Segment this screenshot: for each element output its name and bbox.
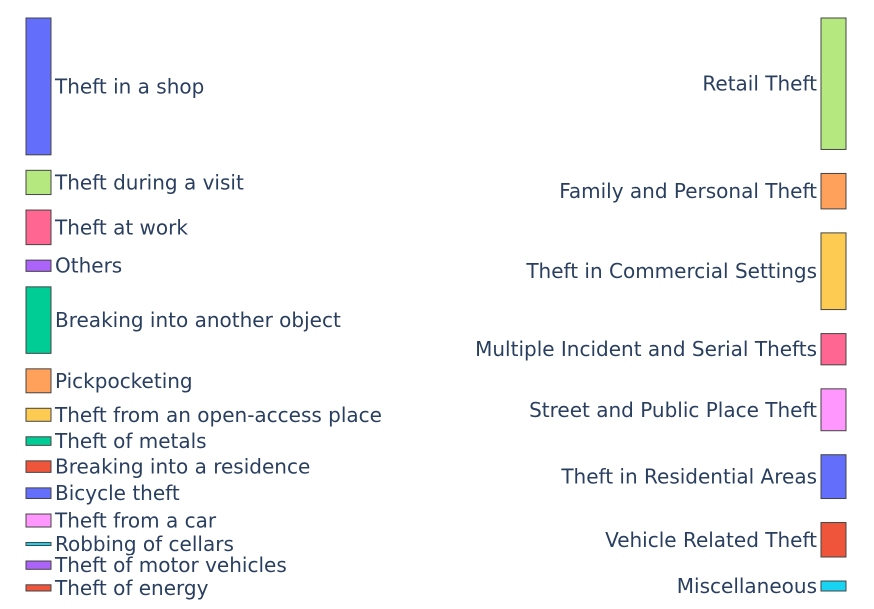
source-node[interactable] (25, 460, 52, 473)
source-node-label: Robbing of cellars (55, 532, 234, 556)
target-node-label: Retail Theft (702, 72, 817, 96)
target-node[interactable] (820, 522, 847, 558)
sankey-link[interactable] (51, 134, 821, 172)
target-node-label: Family and Personal Theft (559, 179, 817, 203)
target-node-label: Multiple Incident and Serial Thefts (475, 337, 817, 361)
source-node-label: Theft in a shop (54, 74, 204, 98)
target-node-label: Theft in Residential Areas (560, 465, 817, 489)
target-node[interactable] (820, 172, 847, 210)
target-node[interactable] (820, 388, 847, 432)
source-node[interactable] (25, 436, 52, 446)
source-node-label: Others (55, 254, 122, 278)
target-node-label: Street and Public Place Theft (529, 398, 817, 422)
sankey-labels: Theft in a shop Theft during a visit Theft… (53, 70, 819, 601)
target-node-label: Vehicle Related Theft (605, 528, 817, 552)
source-node[interactable] (25, 513, 52, 528)
source-node-label: Theft at work (54, 215, 188, 239)
source-node-label: Pickpocketing (55, 369, 193, 393)
source-node[interactable] (25, 368, 52, 394)
source-node[interactable] (25, 487, 52, 500)
sankey-nodes (25, 17, 847, 592)
target-node[interactable] (820, 17, 847, 150)
source-node-label: Breaking into another object (55, 308, 341, 332)
source-node-label: Theft of energy (54, 576, 209, 600)
source-node-label: Theft of motor vehicles (54, 553, 287, 577)
source-node[interactable] (25, 209, 52, 246)
source-node[interactable] (25, 17, 52, 156)
source-node[interactable] (25, 584, 52, 592)
source-node-label: Theft during a visit (54, 170, 244, 194)
sankey-link[interactable] (51, 124, 821, 176)
target-node[interactable] (820, 333, 847, 366)
source-node-label: Bicycle theft (55, 481, 180, 505)
target-node-label: Miscellaneous (677, 574, 817, 598)
source-node[interactable] (25, 169, 52, 196)
source-node[interactable] (25, 286, 52, 354)
source-node[interactable] (25, 407, 52, 422)
source-node-label: Theft of metals (54, 429, 207, 453)
target-node[interactable] (820, 232, 847, 311)
source-node-label: Theft from an open-access place (54, 403, 382, 427)
source-node-label: Breaking into a residence (55, 455, 310, 479)
source-node[interactable] (25, 259, 52, 272)
source-node[interactable] (25, 560, 52, 570)
target-node[interactable] (820, 580, 847, 592)
target-node-label: Theft in Commercial Settings (525, 259, 817, 283)
target-node[interactable] (820, 454, 847, 500)
source-node-label: Theft from a car (54, 509, 217, 533)
source-node[interactable] (25, 542, 52, 547)
